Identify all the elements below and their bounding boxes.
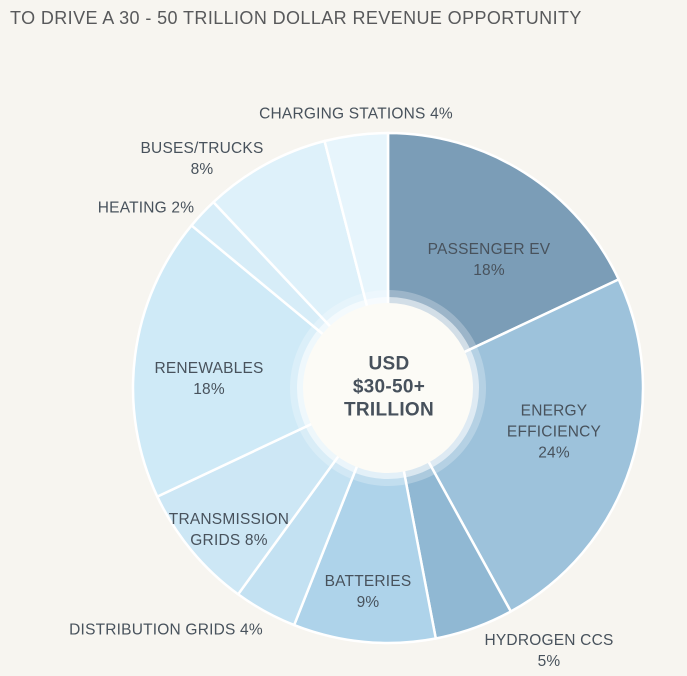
slice-label-transmission-grids: TRANSMISSION GRIDS 8% xyxy=(168,511,290,549)
slice-label-buses-trucks: BUSES/TRUCKS 8% xyxy=(140,140,264,178)
page-title: TO DRIVE A 30 - 50 TRILLION DOLLAR REVEN… xyxy=(10,8,582,28)
donut-center-total: USD $30-50+ TRILLION xyxy=(344,353,434,421)
slice-label-distribution-grids: DISTRIBUTION GRIDS 4% xyxy=(69,621,263,639)
slice-label-passenger-ev: PASSENGER EV 18% xyxy=(427,241,551,279)
slice-label-renewables: RENEWABLES 18% xyxy=(154,360,264,398)
pie-slice-batteries xyxy=(292,386,438,645)
slice-label-batteries: BATTERIES 9% xyxy=(324,573,412,611)
donut-hole xyxy=(303,303,473,473)
pie-slice-renewables xyxy=(131,224,390,498)
slice-label-charging-stations: CHARGING STATIONS 4% xyxy=(259,105,453,123)
slice-label-hydrogen-ccs: HYDROGEN CCS 5% xyxy=(484,632,614,670)
slice-label-heating: HEATING 2% xyxy=(97,199,195,217)
slice-label-energy-efficiency: ENERGY EFFICIENCY 24% xyxy=(506,402,602,462)
